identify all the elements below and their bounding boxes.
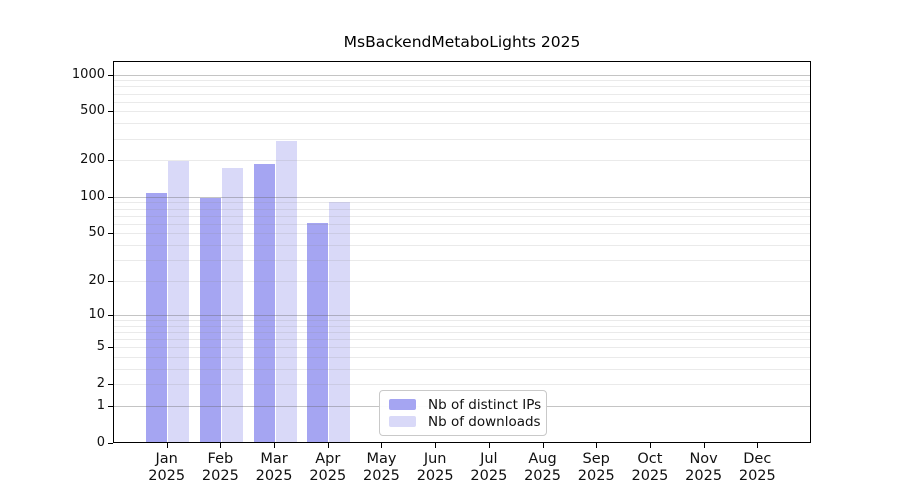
chart-title: MsBackendMetaboLights 2025 — [343, 33, 581, 51]
x-tick-mark-feb — [220, 443, 222, 448]
x-tick-mark-apr — [327, 443, 329, 448]
y-tick-label-2: 2 — [96, 376, 105, 392]
legend-label-distinct-ips: Nb of distinct IPs — [428, 396, 542, 413]
bars-layer — [114, 62, 810, 442]
bar-jan-distinct-ips — [146, 192, 168, 442]
y-tick-mark-10 — [108, 315, 113, 317]
y-tick-mark-200 — [108, 160, 113, 162]
x-tick-mark-aug — [542, 443, 544, 448]
x-tick-mark-sep — [596, 443, 598, 448]
legend-swatch-downloads — [389, 416, 416, 427]
y-tick-mark-1 — [108, 406, 113, 408]
y-tick-mark-500 — [108, 111, 113, 113]
y-tick-mark-20 — [108, 280, 113, 282]
x-tick-label-sep: Sep 2025 — [577, 451, 615, 484]
y-tick-mark-5 — [108, 347, 113, 349]
x-tick-mark-oct — [649, 443, 651, 448]
x-tick-mark-nov — [703, 443, 705, 448]
y-tick-mark-0 — [108, 443, 113, 444]
x-tick-label-jul: Jul 2025 — [470, 451, 508, 484]
y-tick-label-0: 0 — [96, 435, 105, 450]
bar-apr-distinct-ips — [307, 223, 329, 442]
x-tick-mark-jan — [166, 443, 168, 448]
legend-item-downloads: Nb of downloads — [389, 413, 541, 430]
bar-feb-distinct-ips — [199, 197, 221, 442]
bar-feb-downloads — [221, 168, 243, 442]
x-tick-label-apr: Apr 2025 — [309, 451, 347, 484]
y-tick-label-50: 50 — [88, 225, 105, 241]
legend-label-downloads: Nb of downloads — [428, 413, 541, 430]
bar-jan-downloads — [168, 161, 190, 442]
x-tick-label-mar: Mar 2025 — [255, 451, 293, 484]
y-tick-mark-1000 — [108, 74, 113, 76]
bar-mar-distinct-ips — [253, 163, 275, 442]
x-tick-label-oct: Oct 2025 — [631, 451, 669, 484]
y-tick-label-1000: 1000 — [71, 66, 105, 82]
legend-item-distinct-ips: Nb of distinct IPs — [389, 396, 541, 413]
x-tick-mark-jul — [488, 443, 490, 448]
x-tick-mark-mar — [274, 443, 276, 448]
x-tick-mark-jun — [435, 443, 437, 448]
legend-swatch-distinct-ips — [389, 399, 416, 410]
bar-mar-downloads — [275, 141, 297, 442]
x-tick-label-feb: Feb 2025 — [201, 451, 239, 484]
y-tick-label-10: 10 — [88, 307, 105, 323]
y-tick-label-200: 200 — [80, 152, 105, 168]
y-tick-label-1: 1 — [96, 398, 105, 414]
x-tick-label-nov: Nov 2025 — [685, 451, 723, 484]
y-tick-label-500: 500 — [80, 103, 105, 119]
y-tick-mark-50 — [108, 233, 113, 235]
y-tick-label-20: 20 — [88, 272, 105, 288]
bar-apr-downloads — [329, 201, 351, 442]
y-tick-mark-2 — [108, 384, 113, 386]
plot-area: Nb of distinct IPs Nb of downloads — [113, 61, 811, 443]
x-tick-mark-dec — [757, 443, 759, 448]
x-tick-label-aug: Aug 2025 — [524, 451, 561, 484]
y-tick-label-100: 100 — [80, 188, 105, 204]
legend: Nb of distinct IPs Nb of downloads — [379, 390, 547, 436]
y-tick-mark-100 — [108, 196, 113, 198]
x-tick-label-dec: Dec 2025 — [738, 451, 776, 484]
y-tick-label-5: 5 — [96, 339, 105, 355]
x-tick-label-may: May 2025 — [363, 451, 400, 484]
x-tick-label-jun: Jun 2025 — [416, 451, 454, 484]
x-tick-label-jan: Jan 2025 — [148, 451, 186, 484]
x-tick-mark-may — [381, 443, 383, 448]
